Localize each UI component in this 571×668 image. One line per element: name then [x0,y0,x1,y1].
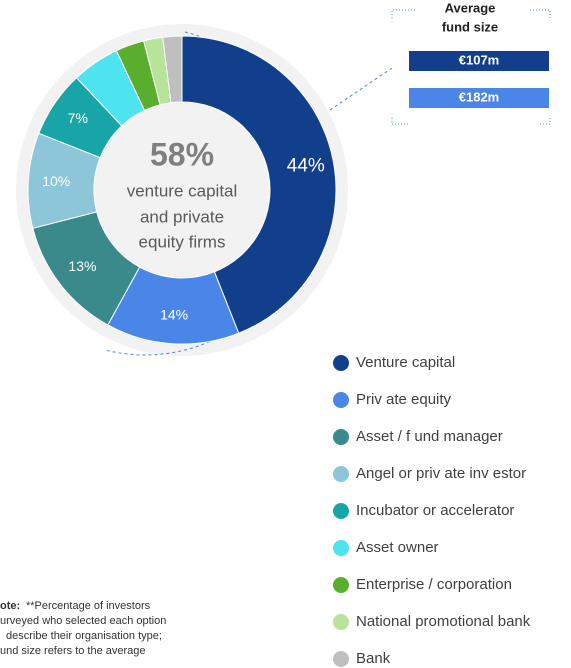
legend-label: Venture capital [356,354,455,371]
donut-hole [95,103,269,277]
legend-swatch [333,614,349,630]
legend-swatch [333,355,349,371]
center-value: 58% [150,136,214,172]
center-text: equity firms [139,232,226,251]
slice-label: 7% [68,110,88,126]
legend-swatch [333,540,349,556]
note-text: **Percentage of investors [26,600,151,612]
slice-label: 13% [68,258,96,274]
slice-label: 10% [42,173,70,189]
legend-swatch [333,392,349,408]
legend-swatch [333,429,349,445]
legend-swatch [333,466,349,482]
slice [181,35,337,334]
callout-value: €107m [459,52,499,67]
note-text: urveyed who selected each option [0,615,166,627]
legend-label: Bank [356,650,391,667]
slice-label: 14% [160,306,188,322]
legend-label: Incubator or accelerator [356,502,514,519]
legend-label: Priv ate equity [356,391,452,408]
legend-label: National promotional bank [356,613,531,630]
callout-title: fund size [442,19,498,34]
legend-label: Angel or priv ate inv estor [356,465,526,482]
legend-label: Asset owner [356,539,439,556]
bracket-link [329,67,393,111]
callout-bar [409,88,549,108]
callout-bar [409,51,549,71]
note-text: und size refers to the average [0,645,146,657]
center-text: venture capital [127,181,238,200]
callout-title: Average [445,0,496,15]
note-text: describe their organisation type; [6,630,162,642]
legend-swatch [333,503,349,519]
legend-swatch [333,577,349,593]
note-label: ote: [0,600,20,612]
legend-label: Enterprise / corporation [356,576,512,593]
slice [162,35,183,104]
center-text: and private [140,207,224,226]
legend-swatch [333,651,349,667]
callout-value: €182m [459,89,499,104]
slice-label: 44% [287,155,325,176]
legend-label: Asset / f und manager [356,428,503,445]
